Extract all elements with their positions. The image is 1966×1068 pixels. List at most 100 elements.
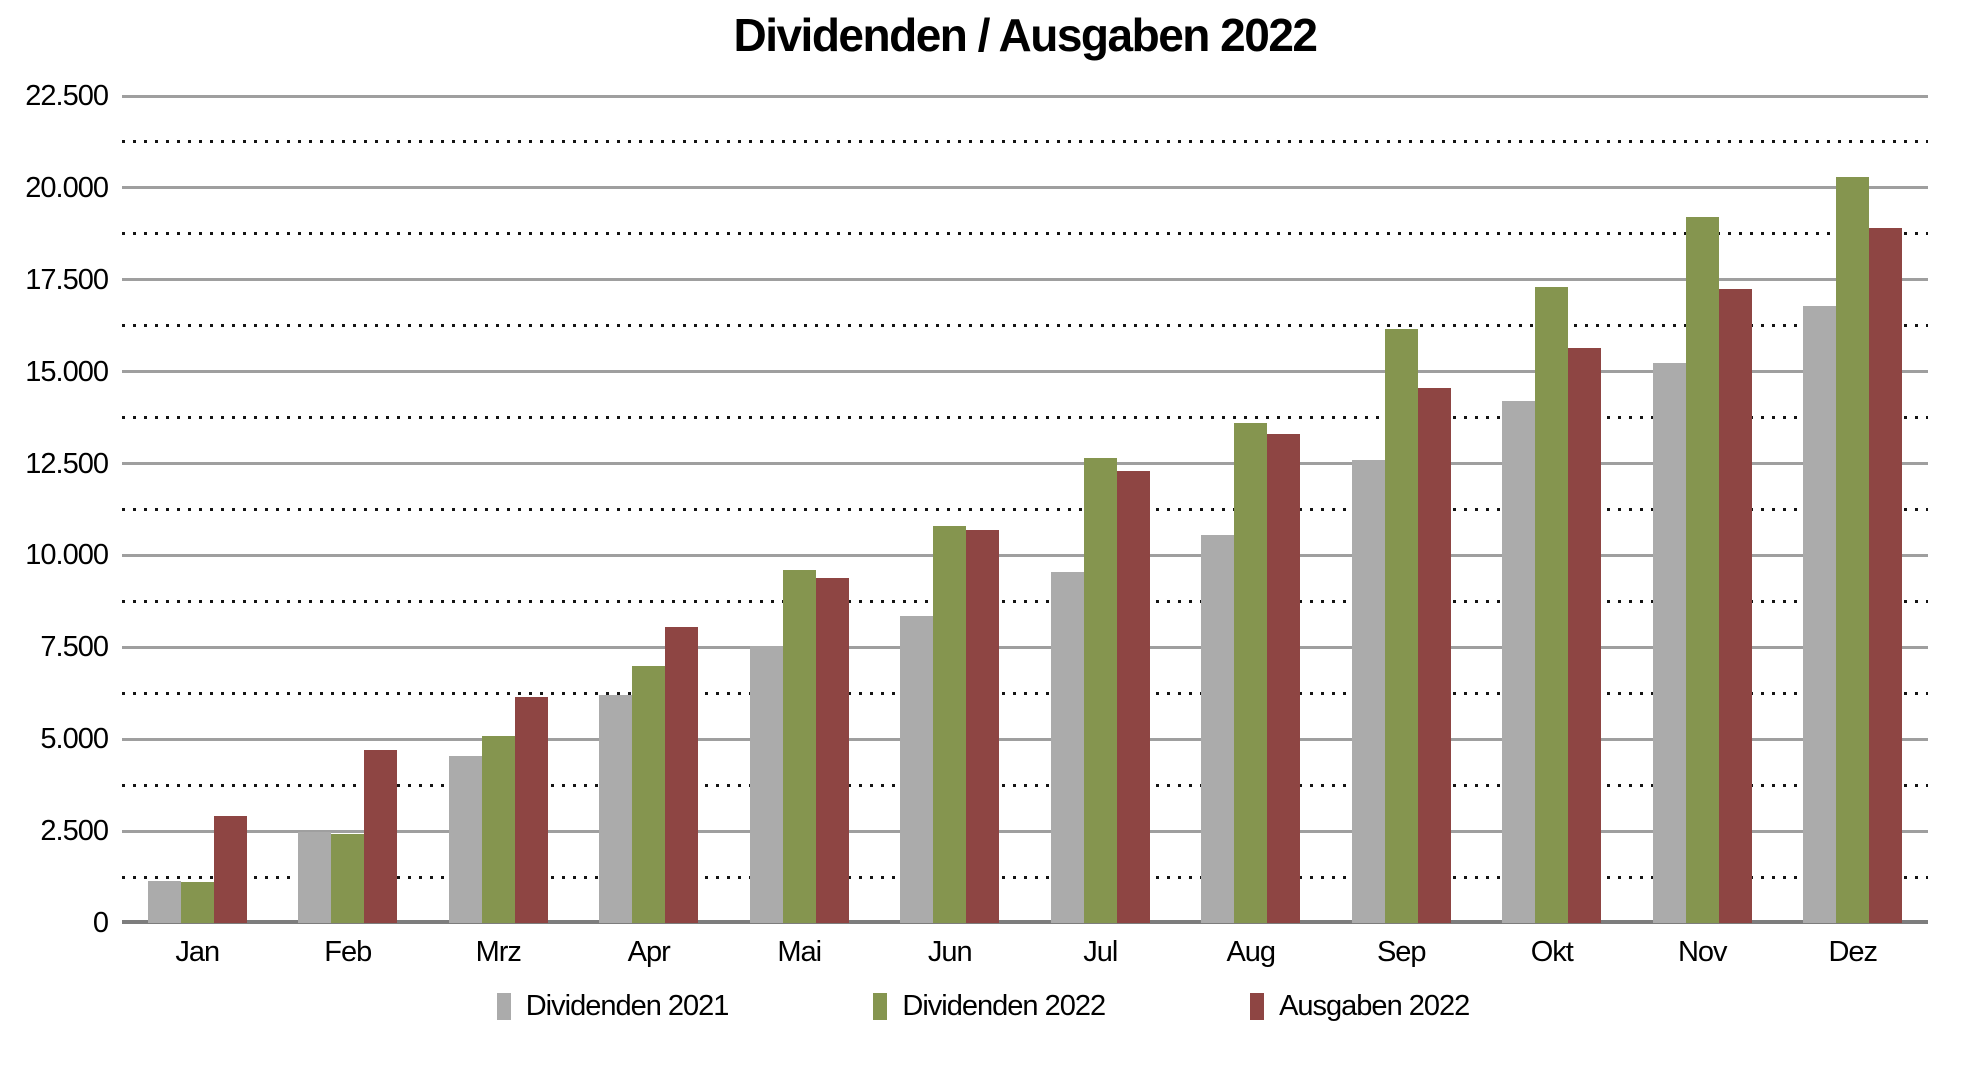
x-tick-label: Jul — [1083, 936, 1118, 968]
bar — [1050, 572, 1084, 923]
bar-group-aug — [1176, 96, 1327, 923]
bar-group-apr — [574, 96, 725, 923]
gridline-minor — [122, 691, 1928, 695]
bar — [1568, 347, 1602, 923]
x-tick-label: Nov — [1677, 936, 1728, 968]
y-tick-label: 12.500 — [25, 447, 109, 480]
x-tick-label: Jun — [927, 936, 973, 968]
gridline-major — [122, 278, 1928, 282]
gridline-minor — [122, 875, 1928, 879]
gridline-minor — [122, 783, 1928, 787]
y-tick-label: 17.500 — [25, 263, 109, 296]
y-tick-label: 0 — [92, 907, 109, 939]
y-tick-label: 10.000 — [25, 539, 109, 572]
bar — [1836, 176, 1870, 923]
gridline-minor — [122, 140, 1928, 144]
bar — [448, 755, 482, 923]
x-tick-label: Aug — [1226, 936, 1276, 968]
x-tick-label: Jan — [175, 936, 220, 968]
y-tick-label: 2.500 — [40, 815, 109, 848]
legend-item-dividenden-2021: Dividenden 2021 — [496, 990, 730, 1023]
bar — [331, 834, 365, 923]
bar-group-okt — [1477, 96, 1628, 923]
bar — [900, 616, 934, 923]
bar — [1234, 423, 1268, 923]
x-tick-label: Mrz — [475, 936, 522, 968]
bar — [364, 749, 398, 923]
bar — [1351, 459, 1385, 923]
x-tick-label: Apr — [627, 936, 671, 968]
bar-group-dez — [1778, 96, 1929, 923]
legend-marker-green — [873, 993, 888, 1020]
y-tick-label: 15.000 — [25, 355, 109, 388]
x-tick-label: Okt — [1530, 936, 1574, 968]
bar-group-jul — [1025, 96, 1176, 923]
bar-group-feb — [273, 96, 424, 923]
legend-item-ausgaben-2022: Ausgaben 2022 — [1250, 990, 1470, 1023]
y-axis-tick-labels: 0 2.500 5.000 7.500 10.000 12.500 15.000 17.500… — [0, 80, 109, 939]
bar — [1652, 362, 1686, 923]
gridline-minor — [122, 599, 1928, 603]
y-tick-label: 20.000 — [25, 171, 109, 204]
bar — [1083, 458, 1117, 923]
gridline-major — [122, 94, 1928, 98]
bar — [1502, 401, 1536, 923]
gridline-minor — [122, 508, 1928, 511]
bar — [966, 529, 1000, 923]
bar — [1718, 289, 1752, 923]
bar — [298, 831, 332, 923]
bar — [1267, 434, 1301, 923]
bar — [1116, 470, 1150, 923]
bar — [1201, 535, 1235, 923]
legend-marker-red — [1250, 993, 1265, 1020]
gridline-major — [122, 186, 1928, 190]
x-tick-label: Mai — [777, 936, 822, 968]
bar-group-mai — [724, 96, 875, 923]
legend-label: Ausgaben 2022 — [1279, 990, 1470, 1022]
bar-group-sep — [1326, 96, 1477, 923]
bar — [599, 695, 633, 923]
bar — [749, 645, 783, 923]
bar — [782, 570, 816, 923]
gridline-major — [122, 645, 1928, 649]
bar — [1803, 305, 1837, 923]
chart-title: Dividenden / Ausgaben 2022 — [733, 9, 1318, 61]
x-tick-label: Dez — [1828, 936, 1878, 968]
x-axis-tick-labels: Jan Feb Mrz Apr Mai Jun Jul Aug Sep Okt Nov Dez — [122, 936, 1928, 969]
bar-group-nov — [1627, 96, 1778, 923]
legend-label: Dividenden 2022 — [902, 990, 1106, 1022]
bar — [213, 816, 247, 923]
bar-groups-layer — [122, 96, 1928, 923]
legend-label: Dividenden 2021 — [525, 990, 730, 1022]
legend: Dividenden 2021 Dividenden 2022 Ausgaben… — [0, 990, 1966, 1023]
gridline-major — [122, 370, 1928, 374]
bar — [481, 735, 515, 923]
bar — [1417, 388, 1451, 923]
gridline-major — [122, 553, 1928, 557]
gridline-minor — [122, 232, 1928, 236]
x-tick-label: Sep — [1376, 936, 1427, 968]
plot-area — [122, 94, 1928, 924]
y-tick-label: 5.000 — [40, 723, 109, 756]
gridline-major — [122, 829, 1928, 833]
bar — [815, 577, 849, 923]
legend-item-dividenden-2022: Dividenden 2022 — [873, 990, 1106, 1023]
x-tick-label: Feb — [324, 936, 372, 968]
bar — [1685, 217, 1719, 923]
bar — [933, 526, 967, 923]
bar — [632, 665, 666, 923]
bar — [147, 880, 181, 923]
gridline-major — [122, 462, 1928, 466]
bar — [180, 881, 214, 923]
gridline-major — [122, 737, 1928, 741]
gridline-minor — [122, 324, 1928, 328]
gridline-minor — [122, 416, 1928, 420]
bar-group-jan — [122, 96, 273, 923]
y-tick-label: 7.500 — [40, 631, 109, 664]
bar — [1384, 329, 1418, 923]
bar-group-jun — [875, 96, 1026, 923]
x-axis-line — [122, 920, 1928, 924]
bar — [665, 627, 699, 923]
bar-group-mrz — [423, 96, 574, 923]
